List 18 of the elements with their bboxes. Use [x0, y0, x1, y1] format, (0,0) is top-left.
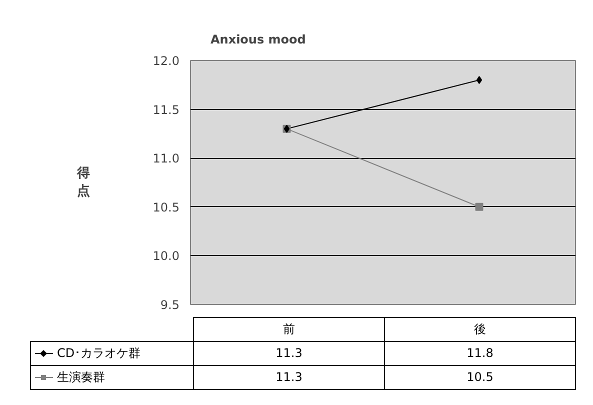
data-label: 11.3 [194, 366, 384, 390]
data-label: 11.8 [384, 342, 576, 366]
point [475, 202, 484, 211]
y-tick-label: 10.5 [152, 200, 180, 214]
point [476, 76, 482, 84]
chart-title: Anxious mood [210, 32, 306, 46]
legend-label: CD･カラオケ群 [30, 342, 194, 366]
x-tick-label: 後 [384, 318, 576, 342]
y-axis-title: 得点 [76, 166, 90, 199]
data-label: 11.3 [194, 342, 384, 366]
y-tick-label: 9.5 [160, 298, 180, 312]
y-tick-label: 10.0 [152, 249, 180, 264]
y-tick-label: 11.5 [152, 102, 180, 117]
y-tick-label: 12.0 [152, 54, 180, 68]
data-label: 10.5 [384, 366, 576, 390]
legend-label: 生演奏群 [30, 366, 194, 390]
y-tick-label: 11.0 [152, 152, 180, 166]
x-tick-label: 前 [194, 318, 384, 342]
